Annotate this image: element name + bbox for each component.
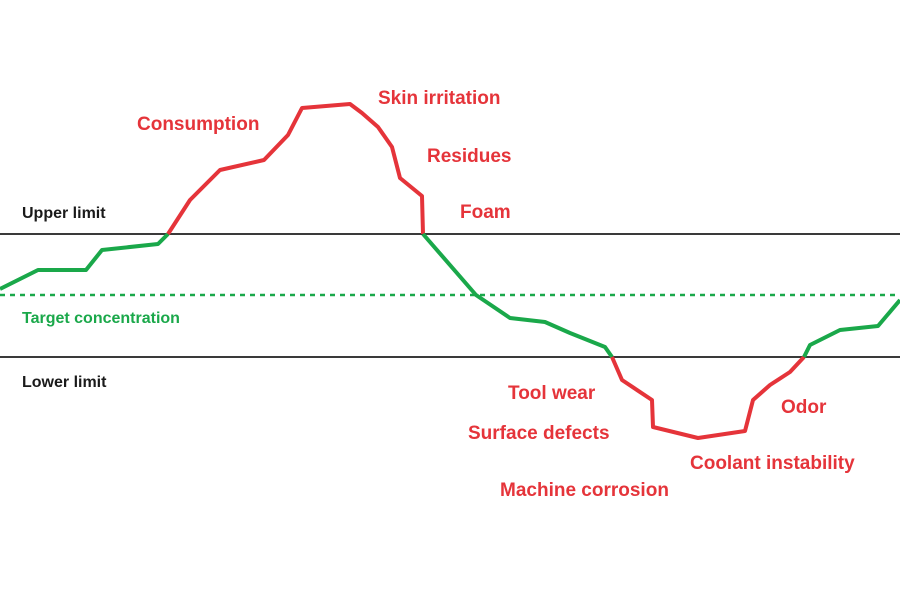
curve-above-upper-limit — [166, 102, 425, 236]
curve-in-range-start — [0, 232, 170, 291]
upper-limit-label: Upper limit — [22, 205, 106, 222]
effect-foam: Foam — [460, 202, 511, 223]
curve-in-range-end — [802, 298, 900, 358]
lower-limit-label: Lower limit — [22, 374, 107, 391]
effect-coolant-instability: Coolant instability — [690, 453, 855, 474]
target-concentration-label: Target concentration — [22, 310, 180, 327]
curve-in-range-middle — [421, 232, 614, 359]
effect-machine-corrosion: Machine corrosion — [500, 480, 669, 501]
effect-skin-irritation: Skin irritation — [378, 88, 500, 109]
effect-tool-wear: Tool wear — [508, 383, 596, 404]
effect-odor: Odor — [781, 397, 827, 418]
effect-consumption: Consumption — [137, 114, 259, 135]
curve-below-lower-limit — [610, 355, 806, 440]
effect-surface-defects: Surface defects — [468, 423, 610, 444]
effect-residues: Residues — [427, 146, 511, 167]
